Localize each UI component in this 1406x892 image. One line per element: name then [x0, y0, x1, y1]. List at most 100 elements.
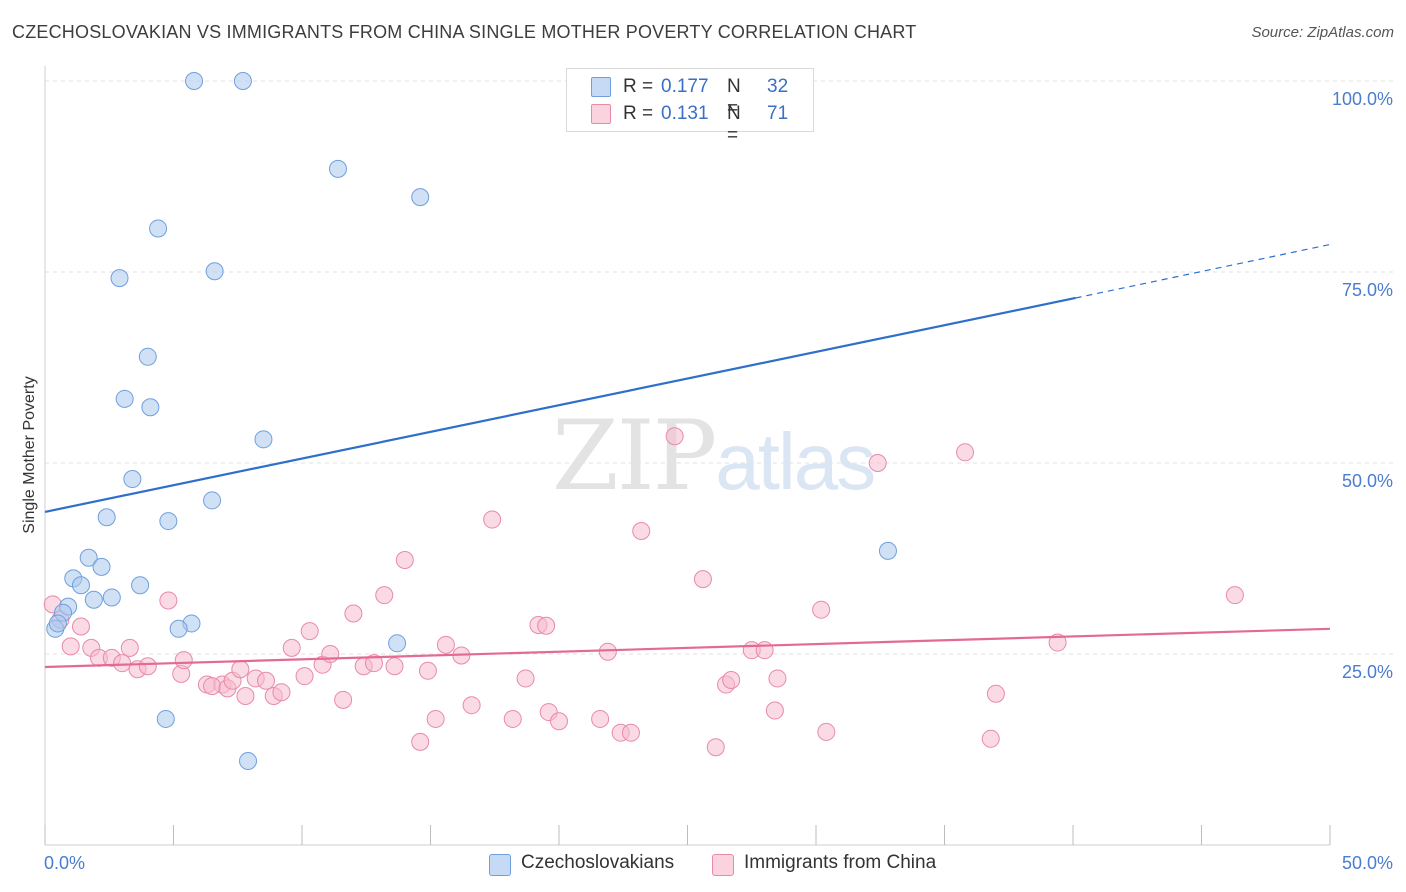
czechoslovakian-point — [84, 590, 103, 609]
czechoslovakian-point — [159, 512, 178, 531]
czechoslovakian-trend-line — [44, 296, 1076, 513]
y-axis-label: Single Mother Poverty — [21, 376, 38, 533]
axis-layer — [44, 66, 1331, 846]
labels-layer: 25.0% 50.0% 75.0% 100.0% 0.0% 50.0% — [44, 89, 1393, 873]
china-point — [236, 687, 255, 706]
legend-r-label: R = — [623, 103, 654, 124]
china-point — [462, 696, 481, 715]
china-point — [516, 669, 535, 688]
czechoslovakian-point — [388, 634, 407, 653]
china-point — [272, 683, 291, 702]
czechoslovakian-point — [878, 541, 897, 560]
china-point — [120, 638, 139, 657]
y-tick-label: 25.0% — [1342, 662, 1393, 682]
china-point — [174, 651, 193, 670]
czechoslovakian-point — [411, 188, 430, 207]
china-point — [395, 551, 414, 570]
china-point — [295, 667, 314, 686]
legend-n-label: N = — [727, 103, 741, 146]
china-point — [344, 604, 363, 623]
china-point — [113, 654, 132, 673]
china-point — [436, 635, 455, 654]
china-point — [665, 427, 684, 446]
grid-layer — [45, 80, 1394, 655]
china-point — [483, 510, 502, 529]
china-point — [591, 709, 610, 728]
watermark-atlas: atlas — [715, 417, 876, 506]
czechoslovakian-point — [149, 219, 168, 238]
china-point — [1048, 633, 1067, 652]
china-point — [426, 709, 445, 728]
czechoslovakian-point — [115, 389, 134, 408]
legend-n-value: 71 — [767, 103, 789, 124]
legend-swatch-blue — [591, 77, 611, 97]
china-point — [257, 671, 276, 690]
china-point — [693, 570, 712, 589]
china-point — [817, 722, 836, 741]
x-tick-label: 50.0% — [1342, 853, 1393, 873]
chart-source: Source: ZipAtlas.com — [1251, 24, 1394, 41]
china-point — [334, 690, 353, 709]
czechoslovakian-point — [141, 398, 160, 417]
china-point — [282, 638, 301, 657]
china-point — [231, 660, 250, 679]
china-point — [621, 723, 640, 742]
czechoslovakian-point — [239, 751, 258, 770]
czechoslovakian-point — [205, 262, 224, 281]
china-point — [375, 586, 394, 605]
china-point — [385, 657, 404, 676]
legend-n-value: 32 — [767, 76, 789, 97]
china-point — [138, 657, 157, 676]
china-point — [321, 645, 340, 663]
czechoslovakian-point — [328, 159, 347, 178]
china-point — [722, 670, 741, 689]
czechoslovakian-trend-extension — [1075, 243, 1331, 299]
czechoslovakian-point — [71, 576, 90, 595]
china-point — [203, 677, 222, 696]
china-point — [986, 684, 1005, 703]
china-point — [550, 712, 568, 731]
czechoslovakian-point — [203, 491, 222, 510]
czechoslovakian-point — [123, 470, 142, 489]
czechoslovakian-point — [169, 619, 188, 638]
y-tick-label: 100.0% — [1332, 89, 1393, 109]
china-point — [418, 661, 437, 680]
china-point — [812, 600, 831, 619]
legend-r-label: R = — [623, 76, 654, 97]
china-point — [537, 616, 556, 635]
legend-swatch-pink — [712, 854, 734, 876]
china-point — [981, 729, 1000, 748]
legend-label: Immigrants from China — [744, 852, 937, 873]
legend-label: Czechoslovakians — [521, 852, 675, 873]
czechoslovakian-point — [97, 508, 116, 527]
czechoslovakian-point — [110, 269, 129, 288]
china-point — [364, 654, 383, 673]
czechoslovakian-point — [138, 347, 157, 366]
correlation-legend: R = 0.177 N = 32 R = 0.131 N = 71 — [566, 68, 814, 146]
china-point — [868, 454, 887, 472]
china-trend-line — [44, 627, 1331, 669]
legend-n-label: N = — [727, 76, 741, 119]
points-layer — [43, 72, 1244, 770]
china-point — [1225, 586, 1244, 605]
china-point — [71, 617, 90, 636]
china-point — [598, 642, 617, 661]
legend-swatch-pink — [591, 104, 611, 124]
czechoslovakian-point — [254, 430, 273, 449]
china-point — [706, 738, 725, 757]
china-point — [765, 701, 784, 720]
china-point — [503, 709, 522, 728]
czechoslovakian-point — [233, 72, 252, 90]
watermark-zip: ZIP — [552, 400, 717, 512]
y-tick-label: 75.0% — [1342, 280, 1393, 300]
czechoslovakian-point — [156, 709, 175, 728]
legend-swatch-blue — [489, 854, 511, 876]
legend-r-value: 0.131 — [661, 103, 709, 124]
y-tick-label: 50.0% — [1342, 471, 1393, 491]
trend-layer — [44, 243, 1331, 669]
watermark: ZIPatlas — [552, 400, 876, 512]
china-point — [755, 641, 774, 660]
czechoslovakian-point — [185, 72, 204, 90]
china-point — [956, 443, 975, 462]
